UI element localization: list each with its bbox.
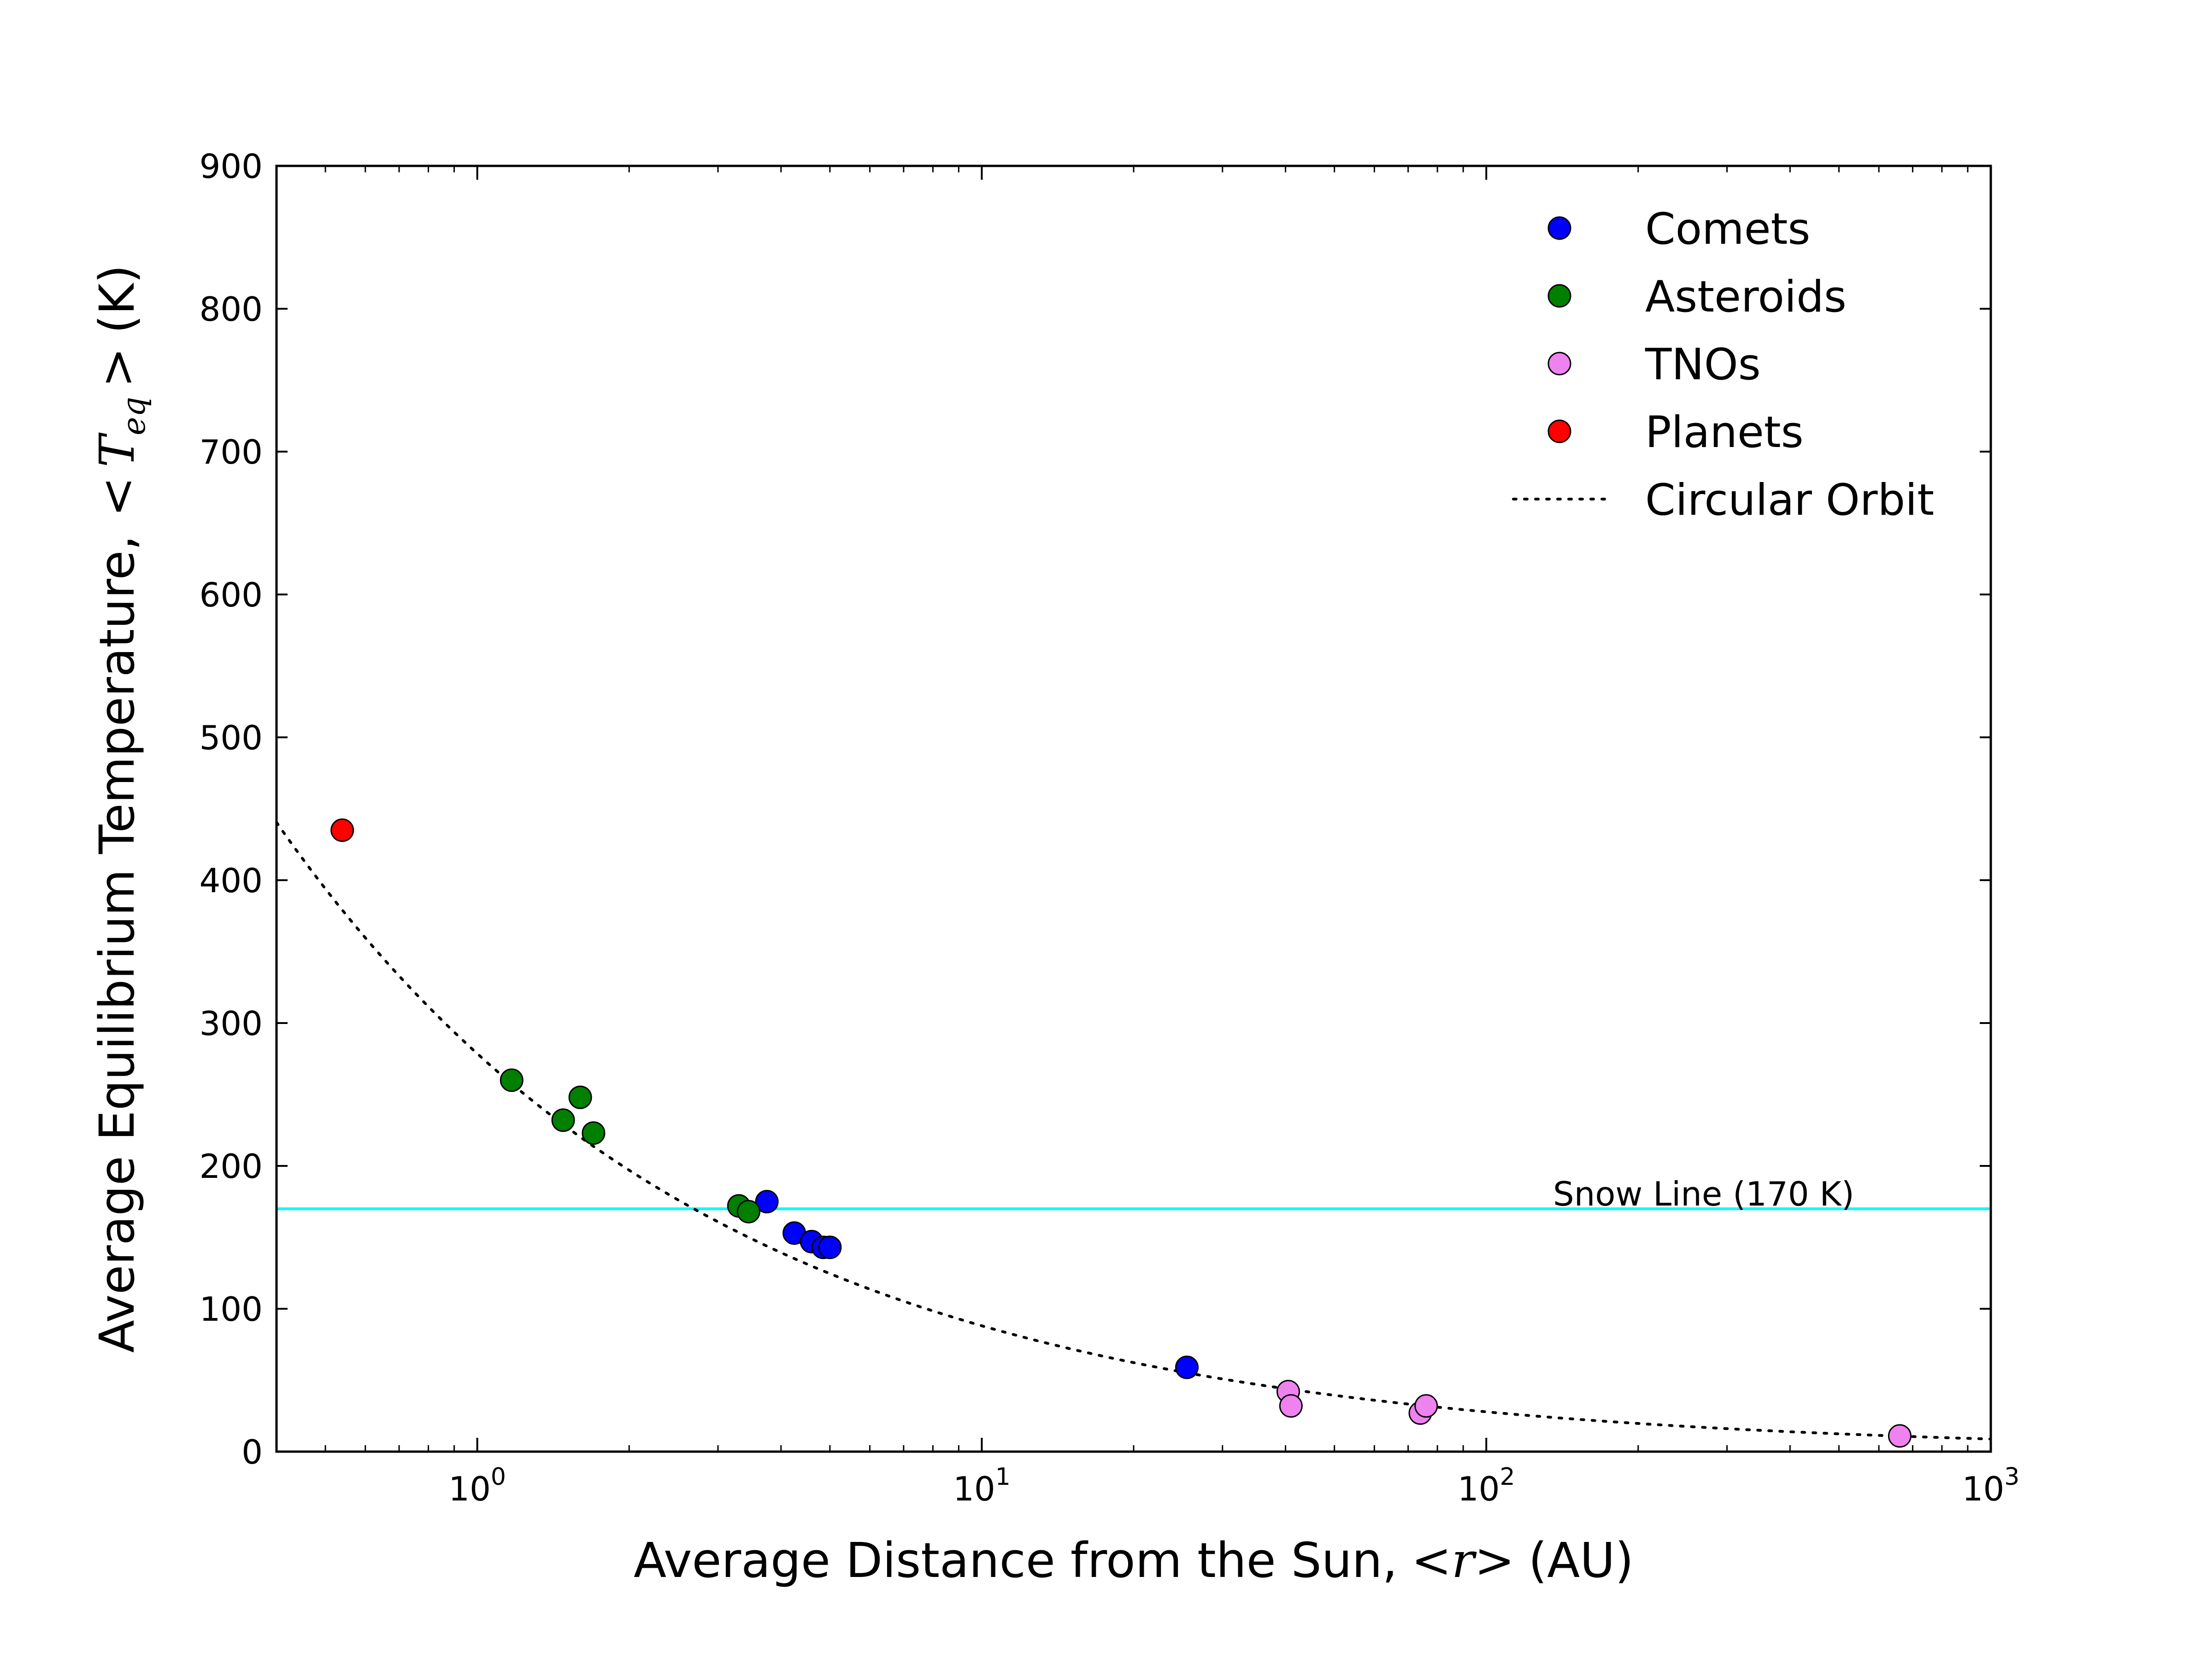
x-tick-label: 103	[1962, 1463, 2020, 1508]
x-axis-label-prefix: Average Distance from the Sun,	[634, 1532, 1398, 1588]
legend: Comets Asteroids TNOs Planets Circular Orbit	[1512, 204, 1934, 525]
tnos-point	[1279, 1394, 1303, 1418]
circular-orbit-curve	[276, 821, 1991, 1441]
asteroids-point	[551, 1108, 575, 1132]
legend-marker-asteroids	[1547, 284, 1571, 308]
x-tick-label: 100	[448, 1463, 506, 1508]
y-axis-label-suffix: (K)	[89, 265, 145, 333]
plot-frame	[275, 165, 1992, 1453]
legend-label-circular-orbit: Circular Orbit	[1645, 475, 1934, 525]
y-tick-label: 900	[200, 147, 263, 186]
y-axis-label-prefix: Average Equilibrium Temperature,	[89, 535, 145, 1353]
legend-marker-tnos	[1547, 352, 1571, 376]
asteroids-point	[568, 1085, 592, 1109]
comets-point	[755, 1190, 779, 1213]
asteroids-point	[736, 1200, 760, 1224]
legend-label-asteroids: Asteroids	[1645, 272, 1847, 322]
comets-point	[818, 1235, 842, 1259]
y-tick-label: 200	[200, 1147, 263, 1186]
legend-label-planets: Planets	[1645, 407, 1804, 458]
y-tick-label: 600	[200, 576, 263, 614]
x-tick-label: 101	[953, 1463, 1011, 1508]
y-axis-label-math-sub: eq	[116, 397, 153, 435]
tnos-point	[1888, 1424, 1912, 1448]
legend-marker-planets	[1547, 419, 1571, 443]
comets-point	[1175, 1355, 1199, 1379]
x-axis-label-suffix: (AU)	[1529, 1532, 1634, 1588]
y-axis-label: Average Equilibrium Temperature, < Teq > (K)	[89, 265, 153, 1353]
y-tick-label: 300	[200, 1004, 263, 1043]
tnos-point	[1414, 1394, 1438, 1418]
plot-area	[276, 818, 1991, 1448]
x-axis-label: Average Distance from the Sun, <r> (AU)	[634, 1532, 1634, 1588]
planets-point	[330, 818, 354, 842]
y-axis-label-math-t: T	[89, 432, 145, 467]
y-tick-label: 400	[200, 861, 263, 900]
y-tick-label: 800	[200, 290, 263, 329]
asteroids-point	[582, 1121, 606, 1145]
data-points	[330, 818, 1912, 1448]
asteroids-point	[500, 1068, 524, 1092]
legend-label-comets: Comets	[1645, 204, 1810, 254]
y-tick-label: 0	[241, 1433, 263, 1471]
y-tick-label: 500	[200, 718, 263, 757]
y-axis-label-gt: >	[89, 347, 145, 388]
y-axis-label-lt: <	[89, 477, 145, 517]
plot-background	[276, 166, 1991, 1452]
legend-label-tnos: TNOs	[1645, 340, 1761, 390]
y-tick-label: 700	[200, 433, 263, 471]
snow-line-label: Snow Line (170 K)	[1553, 1175, 1854, 1213]
legend-marker-comets	[1547, 216, 1571, 240]
tick-labels: 0 100 200 300 400 500 600 700 800 900 100 101 102 103	[200, 147, 2020, 1508]
x-tick-label: 102	[1458, 1463, 1515, 1508]
y-tick-label: 100	[200, 1290, 263, 1329]
x-axis-label-math: <r>	[1412, 1532, 1515, 1588]
